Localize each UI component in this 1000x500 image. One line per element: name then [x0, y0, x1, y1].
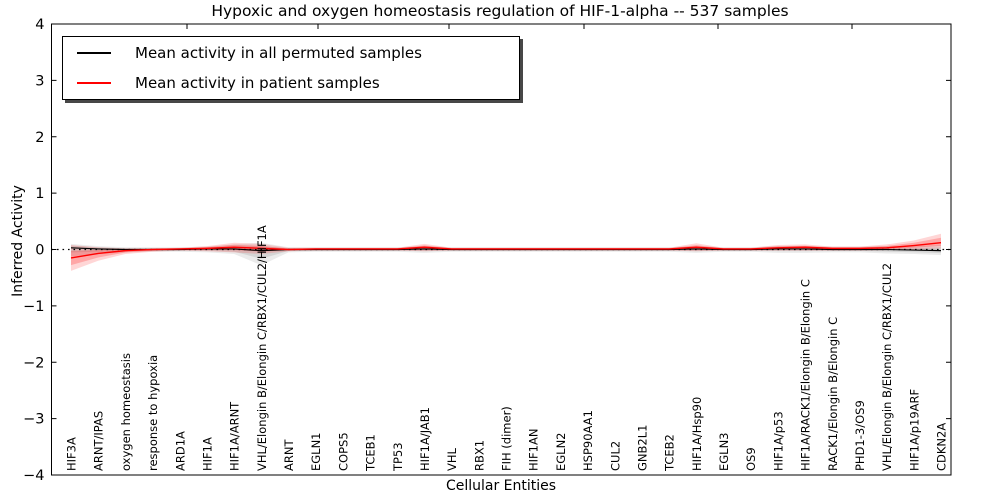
- legend-item-patient: Mean activity in patient samples: [63, 69, 519, 98]
- legend: Mean activity in all permuted samples Me…: [62, 36, 520, 100]
- permuted-line-swatch: [77, 51, 111, 54]
- x-tick-label: HSP90AA1: [581, 410, 595, 471]
- x-tick-label: GNB2L1: [635, 425, 649, 471]
- x-tick-label: TP53: [391, 442, 405, 472]
- x-tick-label: EGLN2: [554, 432, 568, 471]
- x-tick-label: OS9: [744, 447, 758, 471]
- x-tick-label: CUL2: [608, 441, 622, 471]
- y-tick-label: 4: [35, 17, 44, 33]
- x-tick-label: VHL/Elongin B/Elongin C/RBX1/CUL2/HIF1A: [255, 225, 269, 471]
- x-tick-label: HIF1A/JAB1: [418, 407, 432, 471]
- x-tick-label: HIF1A/RACK1/Elongin B/Elongin C: [799, 279, 813, 471]
- x-tick-label: CDKN2A: [935, 423, 949, 471]
- x-tick-label: ARNT: [282, 439, 296, 471]
- x-tick-label: oxygen homeostasis: [119, 353, 133, 471]
- chart-title: Hypoxic and oxygen homeostasis regulatio…: [211, 2, 789, 20]
- x-tick-label: response to hypoxia: [146, 355, 160, 471]
- y-tick-label: 1: [35, 186, 44, 202]
- x-tick-label: RBX1: [472, 440, 486, 471]
- y-tick-label: −2: [23, 355, 44, 371]
- y-tick-label: 2: [35, 130, 44, 146]
- y-tick-label: −1: [23, 299, 44, 315]
- x-tick-label: HIF1A/Hsp90: [690, 397, 704, 471]
- x-tick-label: ARNT/IPAS: [92, 411, 106, 471]
- x-tick-label: TCEB1: [364, 434, 378, 472]
- y-tick-label: −3: [23, 412, 44, 428]
- x-tick-label: FIH (dimer): [500, 406, 514, 471]
- patient-band-outer: [71, 233, 941, 271]
- x-tick-label: TCEB2: [663, 434, 677, 472]
- x-tick-label: RACK1/Elongin B/Elongin C: [826, 317, 840, 471]
- x-tick-label: COPS5: [336, 432, 350, 471]
- x-tick-label: VHL: [445, 447, 459, 471]
- patient-line-swatch: [77, 82, 111, 85]
- x-tick-label: EGLN1: [309, 432, 323, 471]
- x-tick-label: HIF1A: [200, 437, 214, 471]
- legend-label: Mean activity in patient samples: [135, 74, 380, 93]
- x-tick-label: ARD1A: [173, 431, 187, 471]
- x-tick-label: VHL/Elongin B/Elongin C/RBX1/CUL2: [880, 263, 894, 471]
- x-tick-label: HIF1AN: [527, 429, 541, 471]
- y-tick-label: 3: [35, 73, 44, 89]
- legend-item-permuted: Mean activity in all permuted samples: [63, 38, 519, 67]
- x-tick-label: HIF1A/p53: [771, 411, 785, 471]
- y-axis-label: Inferred Activity: [10, 185, 26, 297]
- patient-mean-line: [70, 242, 942, 259]
- legend-label: Mean activity in all permuted samples: [135, 43, 422, 62]
- y-tick-label: 0: [35, 243, 44, 259]
- y-tick-label: −4: [23, 468, 44, 484]
- x-tick-label: PHD1-3/OS9: [853, 400, 867, 471]
- x-tick-label: HIF3A: [65, 437, 79, 471]
- x-axis-label: Cellular Entities: [445, 478, 557, 494]
- x-tick-label: HIF1A/ARNT: [228, 401, 242, 471]
- x-tick-label: HIF1A/p19ARF: [907, 389, 921, 471]
- x-tick-label: EGLN3: [717, 432, 731, 471]
